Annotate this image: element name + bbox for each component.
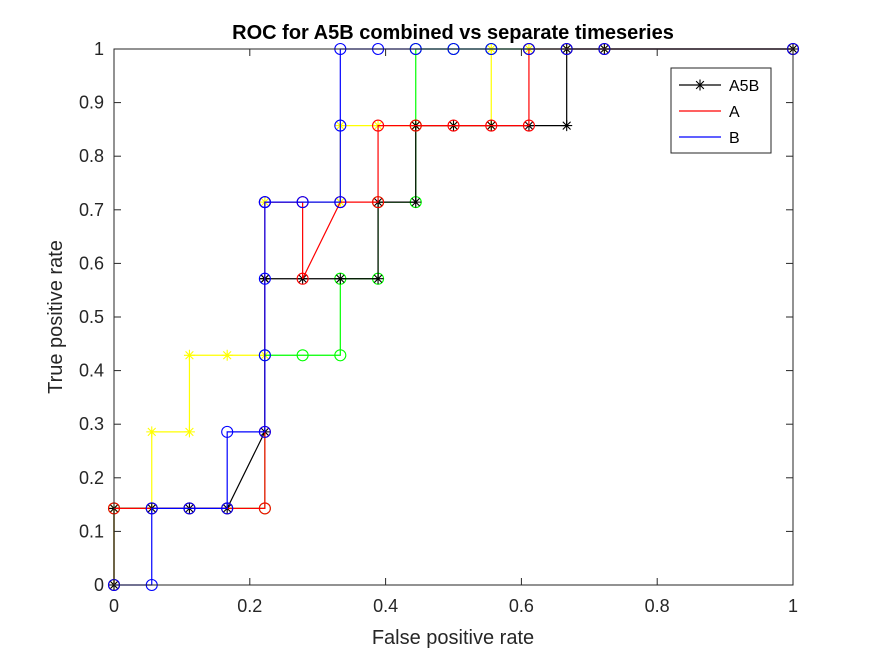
x-tick-label: 0.4	[373, 596, 398, 616]
data-point	[447, 119, 460, 132]
x-tick-label: 1	[788, 596, 798, 616]
legend: A5B AB	[670, 67, 772, 154]
y-tick-label: 0.3	[79, 414, 104, 434]
legend-item-a: A	[679, 104, 740, 121]
data-point	[561, 120, 573, 132]
data-point	[485, 119, 498, 132]
data-point	[258, 502, 271, 515]
data-point	[372, 119, 385, 132]
y-tick-label: 0	[94, 575, 104, 595]
legend-label: A	[729, 104, 740, 121]
y-tick-label: 1	[94, 39, 104, 59]
legend-item-a5b: A5B	[679, 78, 759, 95]
data-point	[334, 349, 347, 362]
legend-label: A5B	[729, 78, 759, 95]
data-point	[410, 196, 422, 208]
chart-title: ROC for A5B combined vs separate timeser…	[232, 22, 674, 44]
data-point	[221, 349, 233, 361]
data-point	[183, 502, 196, 515]
x-tick-label: 0	[109, 596, 119, 616]
data-point	[372, 196, 385, 209]
x-tick-label: 0.2	[237, 596, 262, 616]
legend-label: B	[729, 130, 740, 147]
data-point	[334, 273, 346, 285]
data-point	[372, 273, 384, 285]
data-point	[296, 272, 309, 285]
y-tick-label: 0.2	[79, 468, 104, 488]
data-point	[334, 119, 347, 132]
data-point	[258, 196, 271, 209]
data-point	[183, 426, 195, 438]
y-tick-label: 0.1	[79, 521, 104, 541]
y-tick-label: 0.7	[79, 200, 104, 220]
data-point	[146, 426, 158, 438]
data-point	[221, 502, 234, 515]
data-point	[183, 349, 195, 361]
data-point	[296, 196, 309, 209]
y-tick-label: 0.8	[79, 146, 104, 166]
legend-item-b: B	[679, 130, 740, 147]
x-axis-label: False positive rate	[372, 627, 534, 649]
y-tick-label: 0.5	[79, 307, 104, 327]
y-tick-label: 0.4	[79, 361, 104, 381]
data-point	[296, 349, 309, 362]
y-axis-label: True positive rate	[45, 240, 67, 394]
data-point	[221, 425, 234, 438]
legend-marker	[694, 79, 706, 91]
data-point	[334, 196, 347, 209]
data-point	[409, 119, 422, 132]
tick-labels: 0 0.2 0.4 0.6 0.8 1 0 0.1 0.2 0.3 0.4 0.5 0.6 0.7 0.8 0…	[79, 39, 798, 616]
x-tick-label: 0.8	[645, 596, 670, 616]
data-point	[522, 119, 535, 132]
data-point	[145, 502, 158, 515]
y-tick-label: 0.6	[79, 253, 104, 273]
y-tick-label: 0.9	[79, 93, 104, 113]
x-tick-label: 0.6	[509, 596, 534, 616]
data-point	[258, 272, 271, 285]
data-point	[258, 425, 271, 438]
data-point	[258, 349, 271, 362]
